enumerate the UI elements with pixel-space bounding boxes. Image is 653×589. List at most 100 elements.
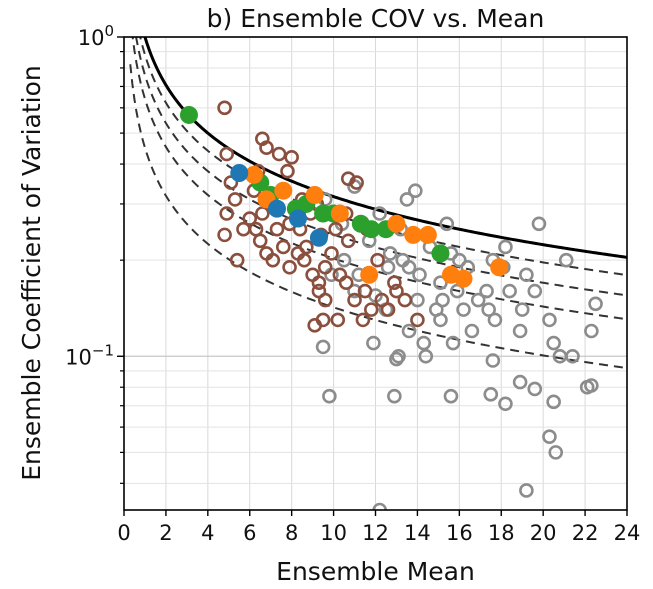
x-tick-label: 20: [530, 521, 557, 545]
x-tick-label: 14: [404, 521, 431, 545]
data-point: [336, 252, 352, 268]
x-tick-label: 22: [572, 521, 599, 545]
data-point: [255, 206, 270, 221]
x-tick-label: 18: [488, 521, 515, 545]
x-tick-label: 6: [243, 521, 256, 545]
data-point: [401, 323, 417, 339]
data-point: [324, 246, 339, 261]
data-point: [519, 267, 534, 283]
data-point: [347, 283, 362, 299]
x-axis-ticks: 0 2 4 6 8 10 12 14 16 18 20 22 24: [117, 510, 640, 545]
data-point: [387, 275, 402, 290]
data-point: [408, 183, 423, 199]
x-tick-label: 2: [159, 521, 172, 545]
x-tick-label: 8: [285, 521, 298, 545]
data-point: [412, 267, 427, 283]
data-point: [229, 252, 245, 268]
data-point: [558, 252, 574, 268]
data-point: [416, 335, 432, 351]
data-point: [464, 323, 480, 339]
data-point: [305, 185, 324, 204]
x-tick-label: 10: [320, 521, 347, 545]
reference-curve-dashed: [131, 37, 627, 321]
data-points: [179, 100, 603, 510]
data-point: [179, 105, 198, 124]
data-point: [418, 348, 434, 364]
x-tick-label: 4: [201, 521, 214, 545]
data-point: [382, 246, 398, 261]
data-point: [565, 348, 580, 364]
data-point: [322, 388, 337, 404]
data-point: [271, 146, 287, 162]
data-point: [296, 252, 312, 268]
data-point: [372, 206, 387, 221]
data-point: [230, 164, 249, 183]
data-point: [397, 292, 413, 308]
data-point: [502, 283, 517, 299]
y-tick-label: 10−1: [65, 341, 114, 369]
reference-curves: [129, 37, 627, 370]
data-point: [315, 339, 331, 355]
data-point: [349, 175, 364, 190]
data-point: [481, 302, 496, 317]
reference-curve-solid: [143, 37, 627, 259]
y-axis-ticks: 10−1 100: [65, 22, 124, 484]
data-point: [317, 259, 333, 275]
data-point: [332, 267, 348, 283]
reference-curve-dashed: [129, 64, 627, 370]
data-point: [357, 283, 373, 299]
data-point: [284, 149, 299, 165]
data-point: [389, 283, 404, 299]
data-point: [223, 175, 239, 190]
y-tick-label: 100: [78, 22, 114, 50]
data-point: [512, 323, 528, 339]
data-point: [380, 259, 396, 275]
data-point: [498, 396, 513, 412]
data-point: [470, 292, 486, 308]
reference-curve-dashed: [135, 37, 627, 297]
data-point: [355, 312, 371, 328]
data-point: [399, 192, 415, 207]
data-point: [401, 259, 417, 275]
data-point: [452, 252, 467, 268]
data-point: [269, 221, 285, 237]
data-point: [370, 252, 385, 268]
data-point: [584, 323, 599, 339]
data-point: [531, 216, 547, 232]
data-point: [330, 204, 349, 223]
data-point: [479, 283, 494, 299]
data-point: [309, 228, 328, 247]
data-point: [391, 348, 406, 364]
data-point: [404, 225, 423, 244]
data-point: [546, 335, 561, 351]
data-point: [485, 353, 501, 368]
data-point: [330, 312, 346, 328]
data-point: [219, 206, 234, 221]
data-point: [340, 171, 356, 186]
data-point: [387, 214, 406, 233]
data-point: [410, 312, 425, 328]
data-point: [514, 302, 530, 317]
data-point: [364, 302, 379, 317]
data-point: [244, 165, 263, 184]
data-point: [282, 259, 297, 275]
data-point: [217, 227, 232, 243]
data-point: [328, 221, 343, 237]
data-point: [274, 181, 293, 200]
data-point: [588, 296, 603, 312]
data-point: [372, 502, 387, 510]
data-point: [252, 233, 268, 249]
data-point: [311, 275, 327, 290]
data-point: [360, 265, 379, 284]
data-point: [275, 239, 291, 255]
data-point: [584, 378, 599, 393]
data-point: [428, 302, 444, 317]
data-point: [546, 394, 561, 410]
data-point: [548, 445, 564, 460]
data-point: [267, 199, 286, 218]
x-axis-label: Ensemble Mean: [276, 557, 475, 586]
data-point: [498, 239, 513, 255]
data-point: [338, 275, 354, 290]
data-point: [315, 312, 331, 328]
